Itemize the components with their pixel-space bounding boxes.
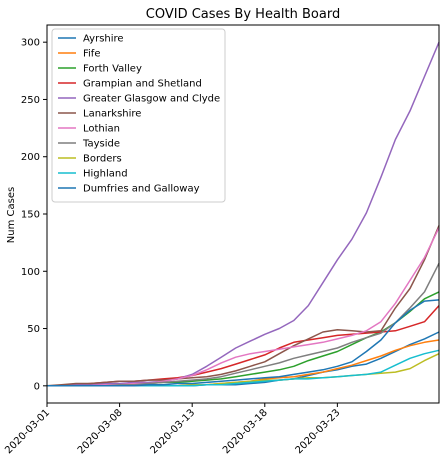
x-tick-label: 2020-03-18	[221, 407, 270, 456]
y-tick-label: 200	[21, 152, 40, 163]
chart-title: COVID Cases By Health Board	[146, 7, 340, 22]
y-tick-label: 150	[21, 210, 40, 221]
x-tick-label: 2020-03-23	[294, 407, 343, 456]
series-line-5	[46, 225, 440, 387]
y-tick-label: 0	[34, 381, 40, 392]
series-line-10	[47, 299, 440, 387]
y-tick-label: 250	[21, 95, 40, 106]
y-axis-label: Num Cases	[6, 187, 17, 243]
y-axis-ticks: 0 50 100 150 200 250 300	[21, 38, 47, 392]
series-line-4	[47, 41, 440, 387]
x-tick-label: 2020-03-08	[76, 407, 125, 456]
legend-label: Greater Glasgow and Clyde	[83, 94, 220, 105]
legend-label: Tayside	[82, 139, 120, 150]
legend-label: Dumfries and Galloway	[83, 184, 200, 195]
y-tick-label: 50	[27, 324, 40, 335]
legend: Ayrshire Fife Forth Valley Grampian and She…	[51, 28, 226, 203]
series-lines	[46, 41, 440, 387]
legend-label: Lothian	[83, 124, 120, 135]
legend-label: Grampian and Shetland	[83, 79, 202, 90]
y-tick-label: 300	[21, 38, 40, 49]
x-tick-label: 2020-03-01	[3, 407, 52, 456]
legend-label: Fife	[83, 49, 100, 60]
legend-label: Ayrshire	[83, 34, 124, 45]
legend-label: Lanarkshire	[83, 109, 141, 120]
legend-box	[51, 28, 226, 203]
series-line-7	[47, 262, 440, 387]
y-tick-label: 100	[21, 267, 40, 278]
x-axis-ticks: 2020-03-01 2020-03-08 2020-03-13 2020-03-18…	[3, 403, 342, 456]
x-tick-label: 2020-03-13	[148, 407, 197, 456]
legend-label: Highland	[83, 169, 128, 180]
legend-label: Forth Valley	[83, 64, 142, 75]
legend-label: Borders	[83, 154, 122, 165]
